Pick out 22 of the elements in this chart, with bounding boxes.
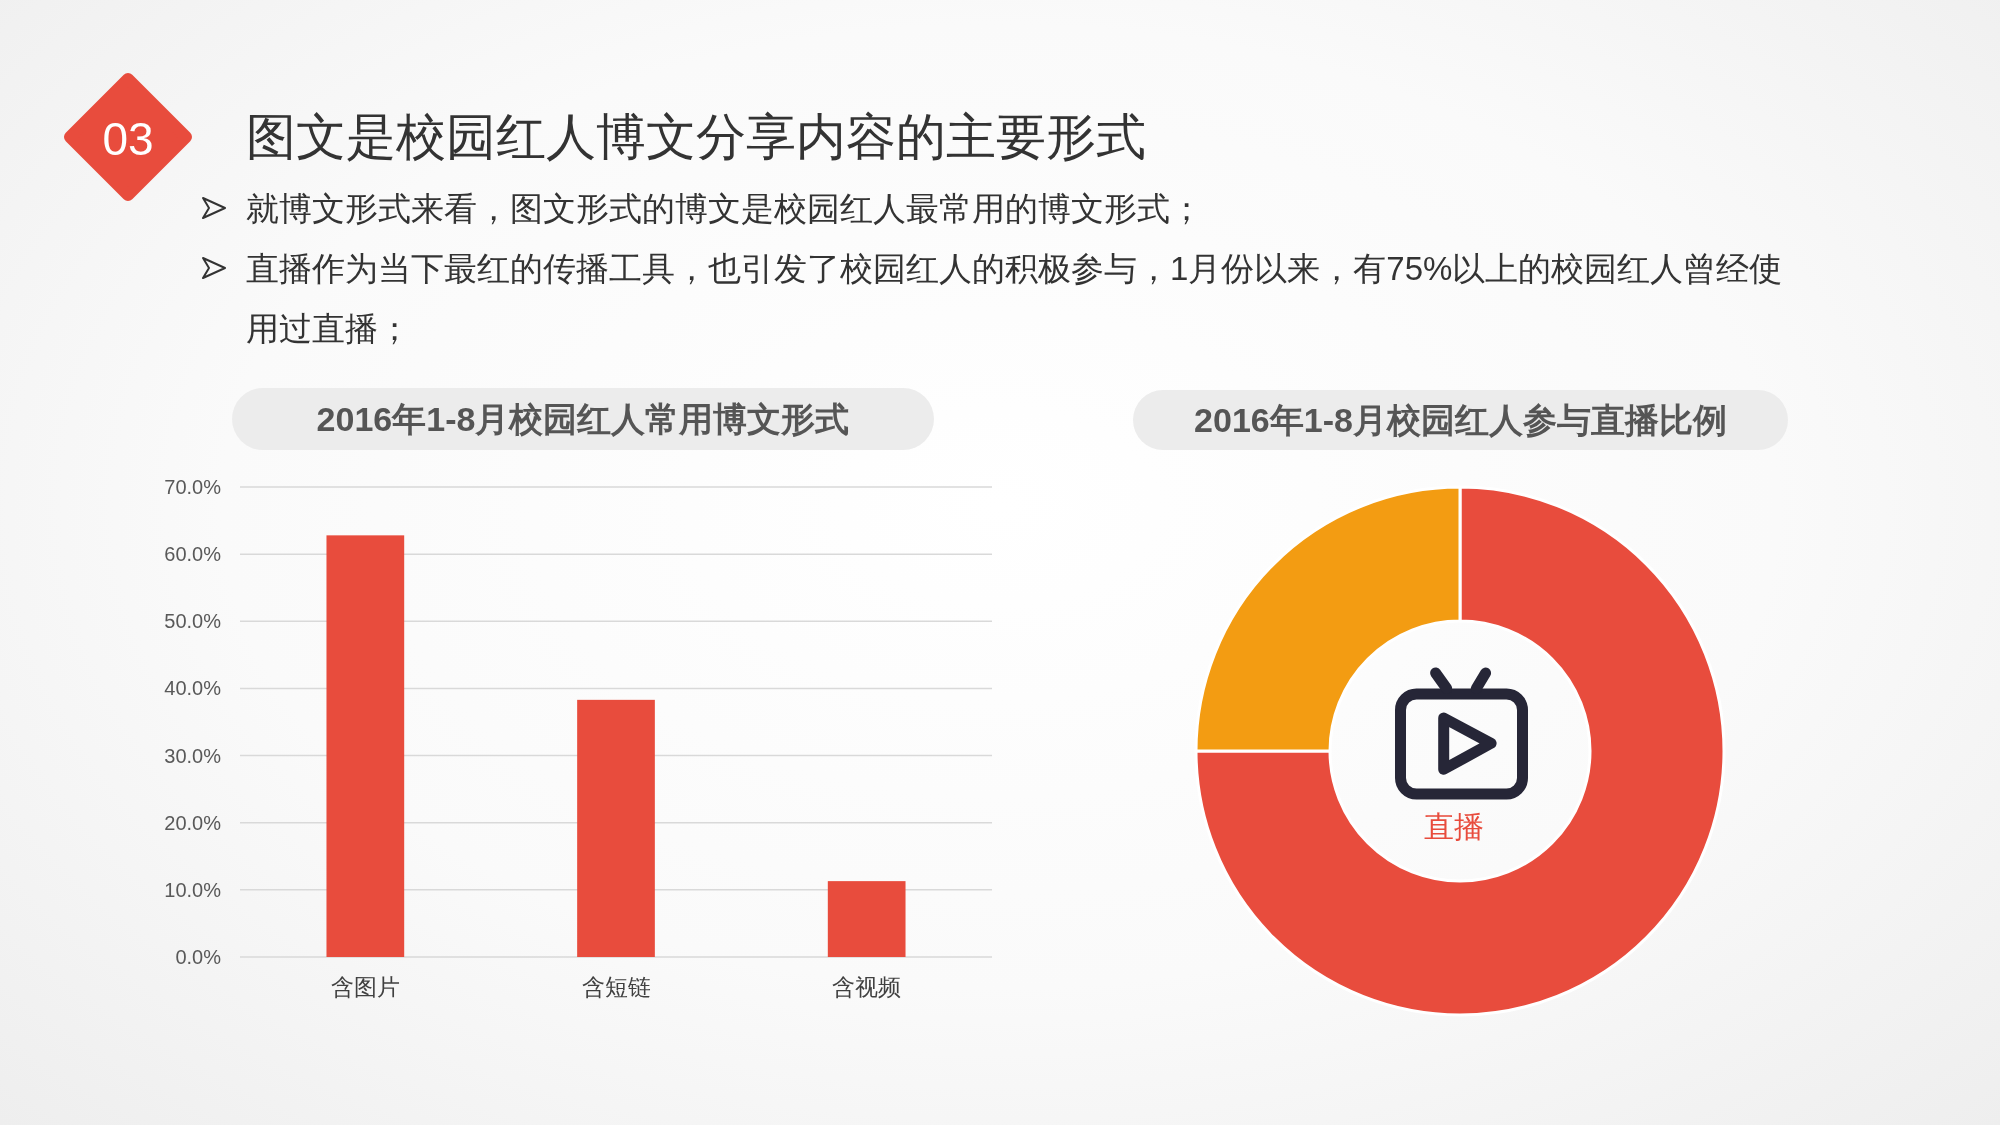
y-tick-label: 70.0% bbox=[164, 476, 222, 498]
bar bbox=[326, 535, 405, 957]
donut-slice bbox=[1194, 485, 1726, 1017]
x-tick-label: 含短链 bbox=[581, 974, 651, 1000]
chart-title: 2016年1-8月校园红人参与直播比例 bbox=[1194, 401, 1727, 439]
chart-title: 2016年1-8月校园红人常用博文形式 bbox=[316, 400, 850, 438]
y-tick-label: 20.0% bbox=[164, 811, 222, 834]
text: 图文是校园红人博文分享内容的主要形式 bbox=[246, 109, 1146, 165]
text: 直播作为当下最红的传播工具，也引发了校园红人的积极参与，1月份以来，有75%以上的校园红人曾经使用过直播； bbox=[246, 249, 1783, 347]
text: 直播 bbox=[1424, 809, 1484, 843]
y-tick-label: 40.0% bbox=[164, 677, 222, 700]
text: 就博文形式来看，图文形式的博文是校园红人最常用的博文形式； bbox=[246, 189, 1203, 227]
y-tick-label: 60.0% bbox=[164, 543, 222, 566]
bar bbox=[827, 881, 906, 957]
x-tick-label: 含视频 bbox=[832, 974, 902, 1000]
y-tick-label: 50.0% bbox=[164, 610, 222, 633]
y-tick-label: 10.0% bbox=[164, 878, 222, 901]
y-tick-label: 0.0% bbox=[175, 946, 222, 968]
y-tick-label: 30.0% bbox=[164, 744, 222, 767]
text: 03 bbox=[102, 113, 154, 165]
x-tick-label: 含图片 bbox=[330, 974, 400, 1000]
bar bbox=[577, 699, 655, 957]
